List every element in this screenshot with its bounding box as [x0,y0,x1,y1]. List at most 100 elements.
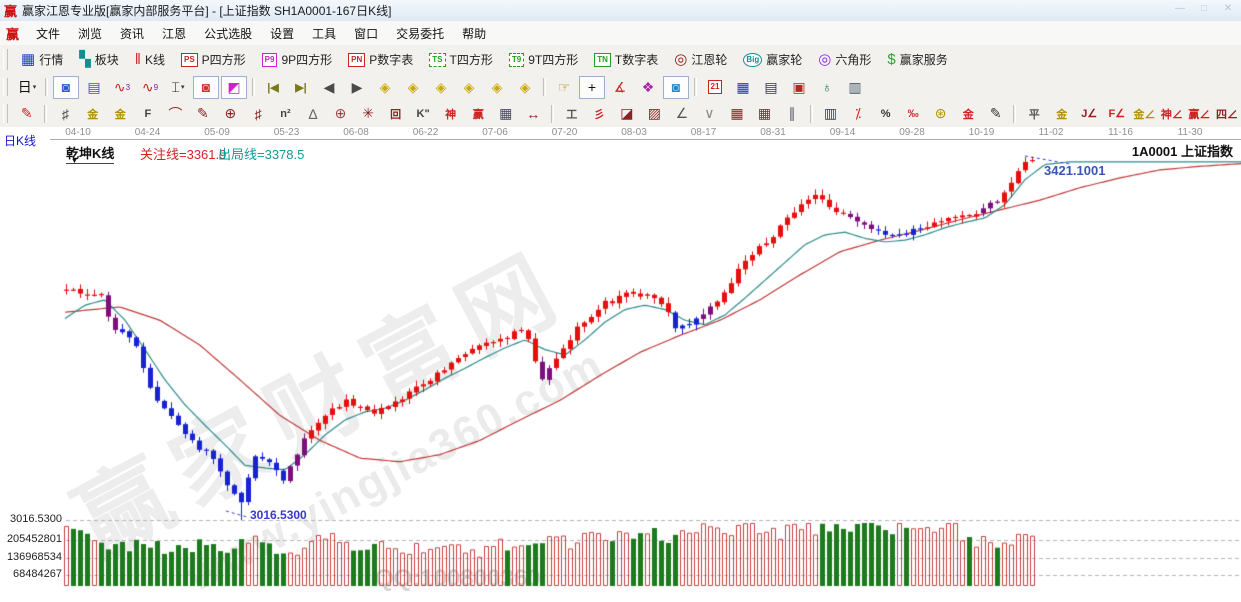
v-wave-icon[interactable]: ∨ [704,105,715,121]
crosshair-icon[interactable]: + [579,75,605,99]
notepad-icon[interactable]: ▤ [764,78,778,95]
calendar-21-icon[interactable]: 21 [702,76,728,99]
menu-gann[interactable]: 江恩 [162,26,187,41]
ping-angle-icon[interactable]: 平 [1028,108,1040,121]
four-angle-icon[interactable]: 四∠ [1215,108,1238,121]
shift-left-icon[interactable]: ◈ [379,78,391,95]
stamp-icon[interactable]: ❖ [641,78,655,95]
brush-icon[interactable]: ✎ [20,105,33,121]
grid-dense-2-icon[interactable]: ▦ [757,105,772,121]
tool-p-number-table[interactable]: PN P数字表 [340,48,421,71]
print-icon[interactable]: ▥ [848,78,862,95]
j-angle-icon[interactable]: J∠ [1081,108,1098,120]
menu-tools[interactable]: 工具 [312,26,337,41]
fan-box-icon[interactable]: ◪ [620,105,634,121]
tool-t-number-table[interactable]: TN T数字表 [586,48,666,71]
color-kline-icon[interactable]: ◩ [221,75,247,99]
gold-angle-a-icon[interactable]: 金 [1056,108,1068,121]
tool-hexagon[interactable]: ◎ 六角形 [810,48,879,71]
tool-p-square[interactable]: PS P四方形 [173,48,254,71]
step-forward-icon[interactable]: ▶ [351,78,363,95]
chevron-down-icon[interactable]: ▼ [71,158,78,165]
percent-lines-icon[interactable]: ‰ [907,107,919,120]
zoom-in-x-icon[interactable]: ◈ [463,78,475,95]
menu-help[interactable]: 帮助 [462,26,487,41]
map-overview-icon[interactable]: ◙ [53,75,79,99]
candle-style-icon[interactable]: ⌶ ▾ [171,78,185,95]
shen-grid-icon[interactable]: 神 [445,108,457,121]
gong-tool-icon[interactable]: 工 [566,108,578,121]
menu-file[interactable]: 文件 [36,26,61,41]
f-angle-icon[interactable]: F∠ [1108,108,1126,120]
minimize-button[interactable]: — [1175,3,1185,14]
menu-browse[interactable]: 浏览 [78,26,103,41]
ruler-lines-icon[interactable]: ♯ [254,105,262,122]
price-ladder-icon[interactable]: ▥ [823,105,838,121]
expand-x-icon[interactable]: ◈ [519,78,531,95]
maximize-button[interactable]: □ [1200,3,1208,14]
tool-gann-wheel[interactable]: ◎ 江恩轮 [666,48,735,71]
tool-quotes[interactable]: ▦ 行情 [13,48,71,71]
map-red-icon[interactable]: ◙ [193,75,219,99]
parallel-lines-icon[interactable]: ∥ [788,105,796,121]
menu-news[interactable]: 资讯 [120,26,145,41]
close-button[interactable]: ✕ [1223,3,1233,14]
step-back-icon[interactable]: ◀ [323,78,335,95]
menu-window[interactable]: 窗口 [354,26,379,41]
percent-7-icon[interactable]: ⁒ [854,105,862,121]
save-icon[interactable]: ▣ [792,78,806,95]
pen-ruler-icon[interactable]: ✎ [197,105,209,121]
menu-settings[interactable]: 设置 [270,26,295,41]
gold-angle-b-icon[interactable]: 金∠ [1133,108,1156,121]
angle-tool-icon[interactable]: ∡ [613,78,627,95]
fan-square-icon[interactable]: ▨ [647,105,661,121]
gold-circle-icon[interactable]: ⊛ [934,105,947,121]
pan-hand-icon[interactable]: ☞ [557,78,571,95]
tool-winner-wheel[interactable]: Big 赢家轮 [735,48,810,71]
go-first-icon[interactable]: |◀ [267,81,279,94]
angle-copy-icon[interactable]: ∆ [308,105,318,122]
win-angle-icon[interactable]: 赢∠ [1188,108,1211,121]
kline-style-selector[interactable]: 乾坤K线 [66,143,115,164]
kline-chart-canvas[interactable] [0,127,1241,588]
pen-black-icon[interactable]: ✎ [989,105,1002,121]
wave-3-icon[interactable]: ∿ 3 [113,78,131,95]
tool-winner-service[interactable]: $ 赢家服务 [879,48,955,71]
star-rays-icon[interactable]: ✳ [362,105,374,121]
tool-sectors[interactable]: ▚ 板块 [71,48,127,71]
win-grid-icon[interactable]: 赢 [472,108,484,121]
zoom-out-x-icon[interactable]: ◈ [435,78,447,95]
tool-kline[interactable]: ‖ K线 [127,48,173,71]
gold-grid-a-icon[interactable]: 金 [87,108,99,121]
grid-dense-icon[interactable]: ▦ [730,105,744,121]
wave-9-icon[interactable]: ∿ 9 [141,78,159,95]
period-day-icon[interactable]: 日 ▾ [17,79,37,95]
compass-icon[interactable]: ⊕ [334,105,347,121]
percent-icon[interactable]: % [880,107,891,120]
angle-rays-icon[interactable]: ∠ [675,105,689,121]
measure-h-icon[interactable]: ↔ [526,105,541,122]
tool-9t-square[interactable]: T9 9T四方形 [501,48,586,71]
f-lines-icon[interactable]: F [144,107,152,120]
gann-lines-icon[interactable]: ♯ [61,105,69,122]
shen-angle-icon[interactable]: 神∠ [1160,108,1183,121]
fan-rays-icon[interactable]: 彡 [593,108,605,121]
go-last-icon[interactable]: ▶| [295,81,307,94]
info-list-icon[interactable]: ▤ [87,78,101,95]
tool-t-square[interactable]: TS T四方形 [421,48,501,71]
network-icon[interactable]: ♁ [821,79,833,95]
calculator-icon[interactable]: ▦ [736,78,750,95]
arc-tool-icon[interactable]: ⌒ [168,105,183,122]
menu-trade[interactable]: 交易委托 [396,26,445,41]
menu-formula-picker[interactable]: 公式选股 [204,26,253,41]
square-spiral-icon[interactable]: 回 [390,108,402,121]
k-count-icon[interactable]: K" [416,107,430,120]
n-square-icon[interactable]: n² [280,107,291,120]
compress-x-icon[interactable]: ◈ [491,78,503,95]
shift-right-icon[interactable]: ◈ [407,78,419,95]
mind-map-icon[interactable]: ◙ [663,75,689,99]
gold-levels-icon[interactable]: 金 [962,108,974,121]
tool-9p-square[interactable]: P9 9P四方形 [254,48,340,71]
time-cycle-icon[interactable]: ⊕ [224,105,237,121]
grid-123-icon[interactable]: ▦ [499,105,513,121]
